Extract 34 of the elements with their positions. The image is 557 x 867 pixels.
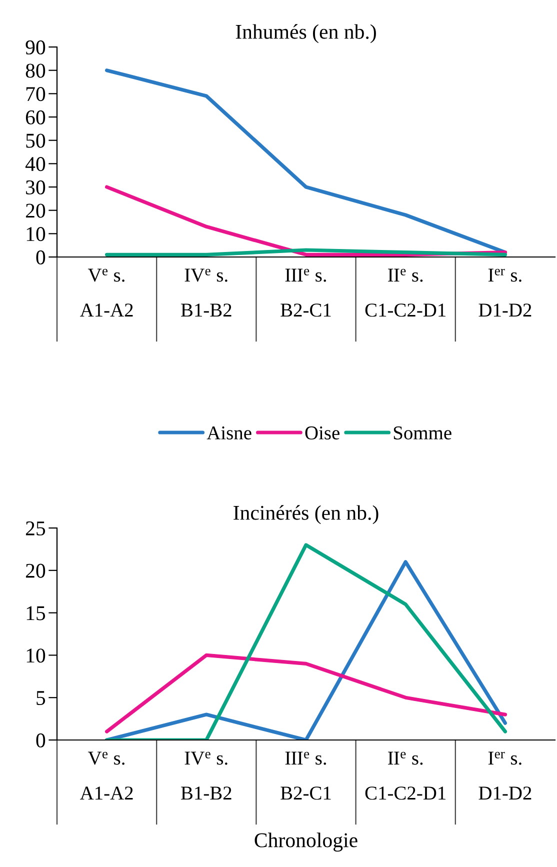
y-tick-label: 50 <box>26 134 46 148</box>
chart-title: Inhumés (en nb.) <box>236 24 376 44</box>
chart-title: Incinérés (en nb.) <box>234 505 378 524</box>
category-label: III$^{e}$ s. B2-C1 <box>280 268 331 317</box>
category-label: V$^{e}$ s. A1-A2 <box>80 752 133 800</box>
y-tick-label: 80 <box>26 64 46 78</box>
y-tick-label: 5 <box>36 691 46 706</box>
x-axis-title: Chronologie <box>254 832 358 852</box>
y-tick-label: 70 <box>26 87 46 102</box>
y-tick-label: 30 <box>26 180 46 194</box>
category-label: II$^{e}$ s. C1-C2-D1 <box>365 268 446 317</box>
category-label: III$^{e}$ s. B2-C1 <box>280 752 331 800</box>
legend-label: Somme <box>394 426 452 440</box>
y-tick-label: 10 <box>26 648 46 663</box>
line-series <box>104 68 508 254</box>
y-tick-label: 40 <box>25 157 46 172</box>
line-series <box>104 653 508 734</box>
category-label: IV$^{e}$ s. B1-B2 <box>181 268 232 317</box>
category-label: IV$^{e}$ s. B1-B2 <box>181 752 232 800</box>
y-tick-label: 0 <box>36 250 46 264</box>
legend-label: Oise <box>305 426 340 440</box>
category-label: I$^{er}$ s. D1-D2 <box>478 752 532 800</box>
category-label: II$^{e}$ s. C1-C2-D1 <box>365 752 446 800</box>
category-label: V$^{e}$ s. A1-A2 <box>80 268 133 316</box>
y-tick-label: 25 <box>26 521 46 536</box>
y-tick-label: 10 <box>26 227 46 242</box>
legend-label: Aisne <box>206 426 252 440</box>
y-tick-label: 90 <box>26 40 46 54</box>
category-label: I$^{er}$ s. D1-D2 <box>478 268 532 317</box>
y-tick-label: 20 <box>26 204 46 218</box>
y-tick-label: 0 <box>36 733 46 748</box>
y-tick-label: 20 <box>26 564 46 578</box>
y-tick-label: 15 <box>26 606 46 620</box>
y-tick-label: 60 <box>26 110 46 124</box>
